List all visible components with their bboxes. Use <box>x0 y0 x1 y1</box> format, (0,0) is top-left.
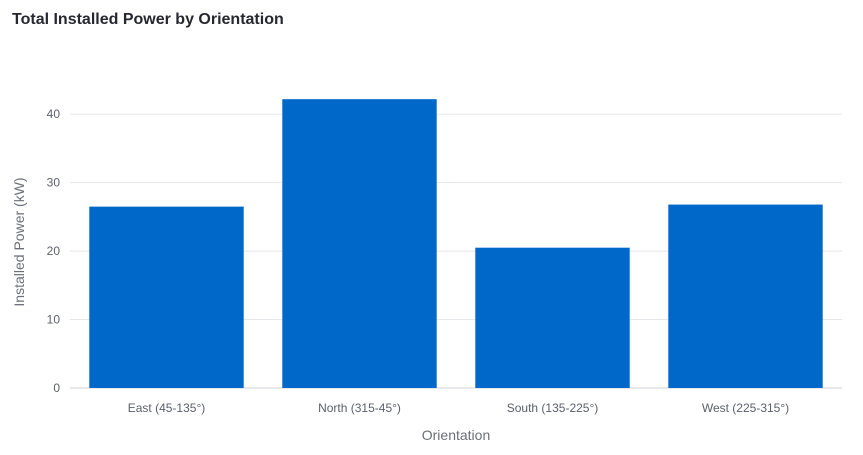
x-axis-ticks: East (45-135°) North (315-45°) South (135-… <box>128 401 789 415</box>
y-axis-title: Installed Power (kW) <box>11 177 27 306</box>
y-tick-label: 0 <box>53 381 60 395</box>
y-tick-label: 10 <box>47 313 61 327</box>
x-tick-label: South (135-225°) <box>507 401 599 415</box>
y-tick-label: 40 <box>47 107 61 121</box>
y-axis-ticks: 0 10 20 30 40 <box>47 107 61 395</box>
bars <box>89 99 823 389</box>
bar[interactable] <box>89 206 244 388</box>
bar[interactable] <box>475 247 630 388</box>
x-axis-title: Orientation <box>422 427 490 443</box>
x-tick-label: East (45-135°) <box>128 401 206 415</box>
bar[interactable] <box>282 99 437 389</box>
y-tick-label: 20 <box>47 244 61 258</box>
y-tick-label: 30 <box>47 176 61 190</box>
x-tick-label: North (315-45°) <box>318 401 401 415</box>
chart-title: Total Installed Power by Orientation <box>12 11 284 28</box>
x-tick-label: West (225-315°) <box>702 401 789 415</box>
bar[interactable] <box>668 204 823 388</box>
